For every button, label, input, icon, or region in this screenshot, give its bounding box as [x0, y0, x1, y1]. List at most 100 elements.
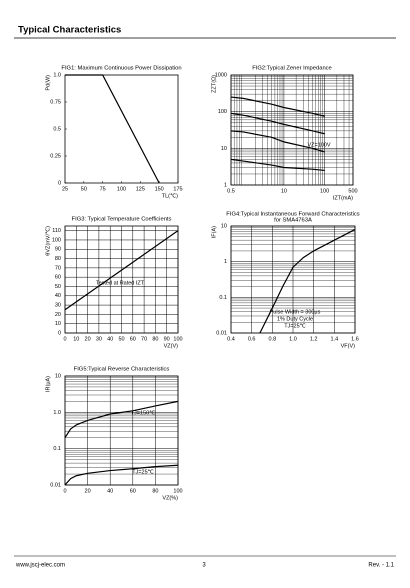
x-axis-label: IZT(mA) — [333, 195, 353, 201]
x-tick-label: 125 — [136, 186, 145, 192]
x-tick-label: 20 — [85, 488, 91, 494]
y-tick-label: 50 — [55, 284, 61, 290]
x-tick-label: 25 — [62, 186, 68, 192]
y-tick-label: 0.25 — [50, 153, 61, 159]
plot-frame — [64, 375, 179, 486]
x-tick-label: 60 — [130, 336, 136, 342]
y-tick-label: 1000 — [215, 72, 227, 78]
footer-website: www.jscj-elec.com — [15, 563, 65, 569]
x-tick-label: 0.5 — [227, 188, 235, 194]
x-tick-label: 100 — [117, 186, 126, 192]
y-tick-label: 40 — [55, 293, 61, 299]
plot-frame — [64, 74, 179, 184]
x-tick-label: 100 — [173, 336, 182, 342]
y-tick-label: 10 — [55, 373, 61, 379]
y-tick-label: 0.5 — [53, 126, 61, 132]
y-tick-label: 0.01 — [216, 330, 227, 336]
footer-revision: Rev. - 1.1 — [368, 563, 394, 569]
x-tick-label: 40 — [107, 488, 113, 494]
y-tick-label: 60 — [55, 275, 61, 281]
y-tick-label: 10 — [55, 321, 61, 327]
plot-frame — [230, 225, 356, 334]
y-tick-label: 1 — [224, 182, 227, 188]
series-line — [230, 96, 325, 117]
y-tick-label: 10 — [221, 146, 227, 152]
x-tick-label: 100 — [173, 488, 182, 494]
annotation: Tested at Rated IZT — [96, 280, 145, 286]
y-axis-label: IR(μA) — [45, 376, 51, 392]
x-tick-label: 10 — [73, 336, 79, 342]
series-line — [64, 230, 179, 311]
annotation: TJ=150℃ — [131, 410, 156, 416]
y-tick-label: 20 — [55, 312, 61, 318]
series-line — [64, 464, 179, 486]
x-tick-label: 75 — [100, 186, 106, 192]
plot-frame — [230, 74, 354, 186]
annotation: TJ=25℃ — [132, 469, 154, 475]
x-tick-label: 175 — [173, 186, 182, 192]
x-axis-label: TL(℃) — [162, 193, 178, 199]
series-line — [230, 158, 325, 172]
series-line — [259, 228, 356, 334]
y-tick-label: 110 — [52, 228, 61, 234]
x-tick-label: 30 — [96, 336, 102, 342]
x-tick-label: 80 — [152, 336, 158, 342]
chart-title: FIG4:Typical Instantaneous Forward Chara… — [226, 212, 359, 218]
y-tick-label: 1.0 — [53, 410, 61, 416]
x-tick-label: 80 — [152, 488, 158, 494]
x-tick-label: 50 — [118, 336, 124, 342]
y-tick-label: 0 — [58, 180, 61, 186]
y-tick-label: 0.75 — [50, 99, 61, 105]
x-tick-label: 0.4 — [227, 336, 235, 342]
y-tick-label: 70 — [55, 265, 61, 271]
chart-title: FIG5:Typical Reverse Characteristics — [74, 367, 170, 373]
y-tick-label: 30 — [55, 303, 61, 309]
series-line — [64, 400, 179, 439]
series-line — [65, 74, 160, 184]
x-tick-label: 0.8 — [269, 336, 277, 342]
x-tick-label: 1.0 — [289, 336, 297, 342]
x-tick-label: 500 — [348, 188, 357, 194]
series-line — [230, 112, 325, 135]
chart-title: FIG3: Typical Temperature Coefficients — [72, 217, 172, 223]
annotation: 1% Duty Cycle — [277, 316, 313, 322]
chart-title: FIG1: Maximum Continuous Power Dissipati… — [61, 66, 181, 72]
y-tick-label: 0.01 — [50, 482, 61, 488]
y-tick-label: 1.0 — [53, 72, 61, 78]
y-tick-label: 80 — [55, 256, 61, 262]
y-tick-label: 0.1 — [53, 446, 61, 452]
y-tick-label: 0.1 — [219, 295, 227, 301]
x-tick-label: 60 — [130, 488, 136, 494]
y-tick-label: 0 — [58, 330, 61, 336]
x-tick-label: 50 — [81, 186, 87, 192]
y-tick-label: 100 — [218, 109, 227, 115]
x-tick-label: 40 — [107, 336, 113, 342]
y-tick-label: 10 — [221, 223, 227, 229]
x-tick-label: 10 — [281, 188, 287, 194]
annotation: TJ=25℃ — [284, 323, 306, 329]
x-tick-label: 70 — [141, 336, 147, 342]
chart-title: FIG2:Typical Zener Impedance — [252, 66, 332, 72]
plot-frame — [64, 225, 179, 334]
header-title: Typical Characteristics — [18, 25, 121, 36]
y-tick-label: 90 — [55, 247, 61, 253]
x-tick-label: 20 — [85, 336, 91, 342]
y-axis-label: IF(A) — [211, 226, 217, 238]
y-axis-label: Pd(W) — [45, 75, 51, 91]
annotation: VZ=100V — [307, 142, 330, 148]
x-axis-label: VZ(V) — [164, 343, 179, 349]
x-axis-label: VZ(%) — [162, 495, 178, 501]
x-tick-label: 150 — [155, 186, 164, 192]
series-line — [230, 130, 325, 153]
x-tick-label: 1.4 — [331, 336, 339, 342]
footer-page: 3 — [202, 563, 206, 569]
chart-subtitle: for SMA4763A — [274, 218, 312, 224]
annotation: Pulse Width = 300μs — [270, 309, 321, 315]
x-tick-label: 0.6 — [248, 336, 256, 342]
x-tick-label: 0 — [63, 488, 66, 494]
x-tick-label: 90 — [164, 336, 170, 342]
x-tick-label: 0 — [63, 336, 66, 342]
x-axis-label: VF(V) — [341, 343, 356, 349]
